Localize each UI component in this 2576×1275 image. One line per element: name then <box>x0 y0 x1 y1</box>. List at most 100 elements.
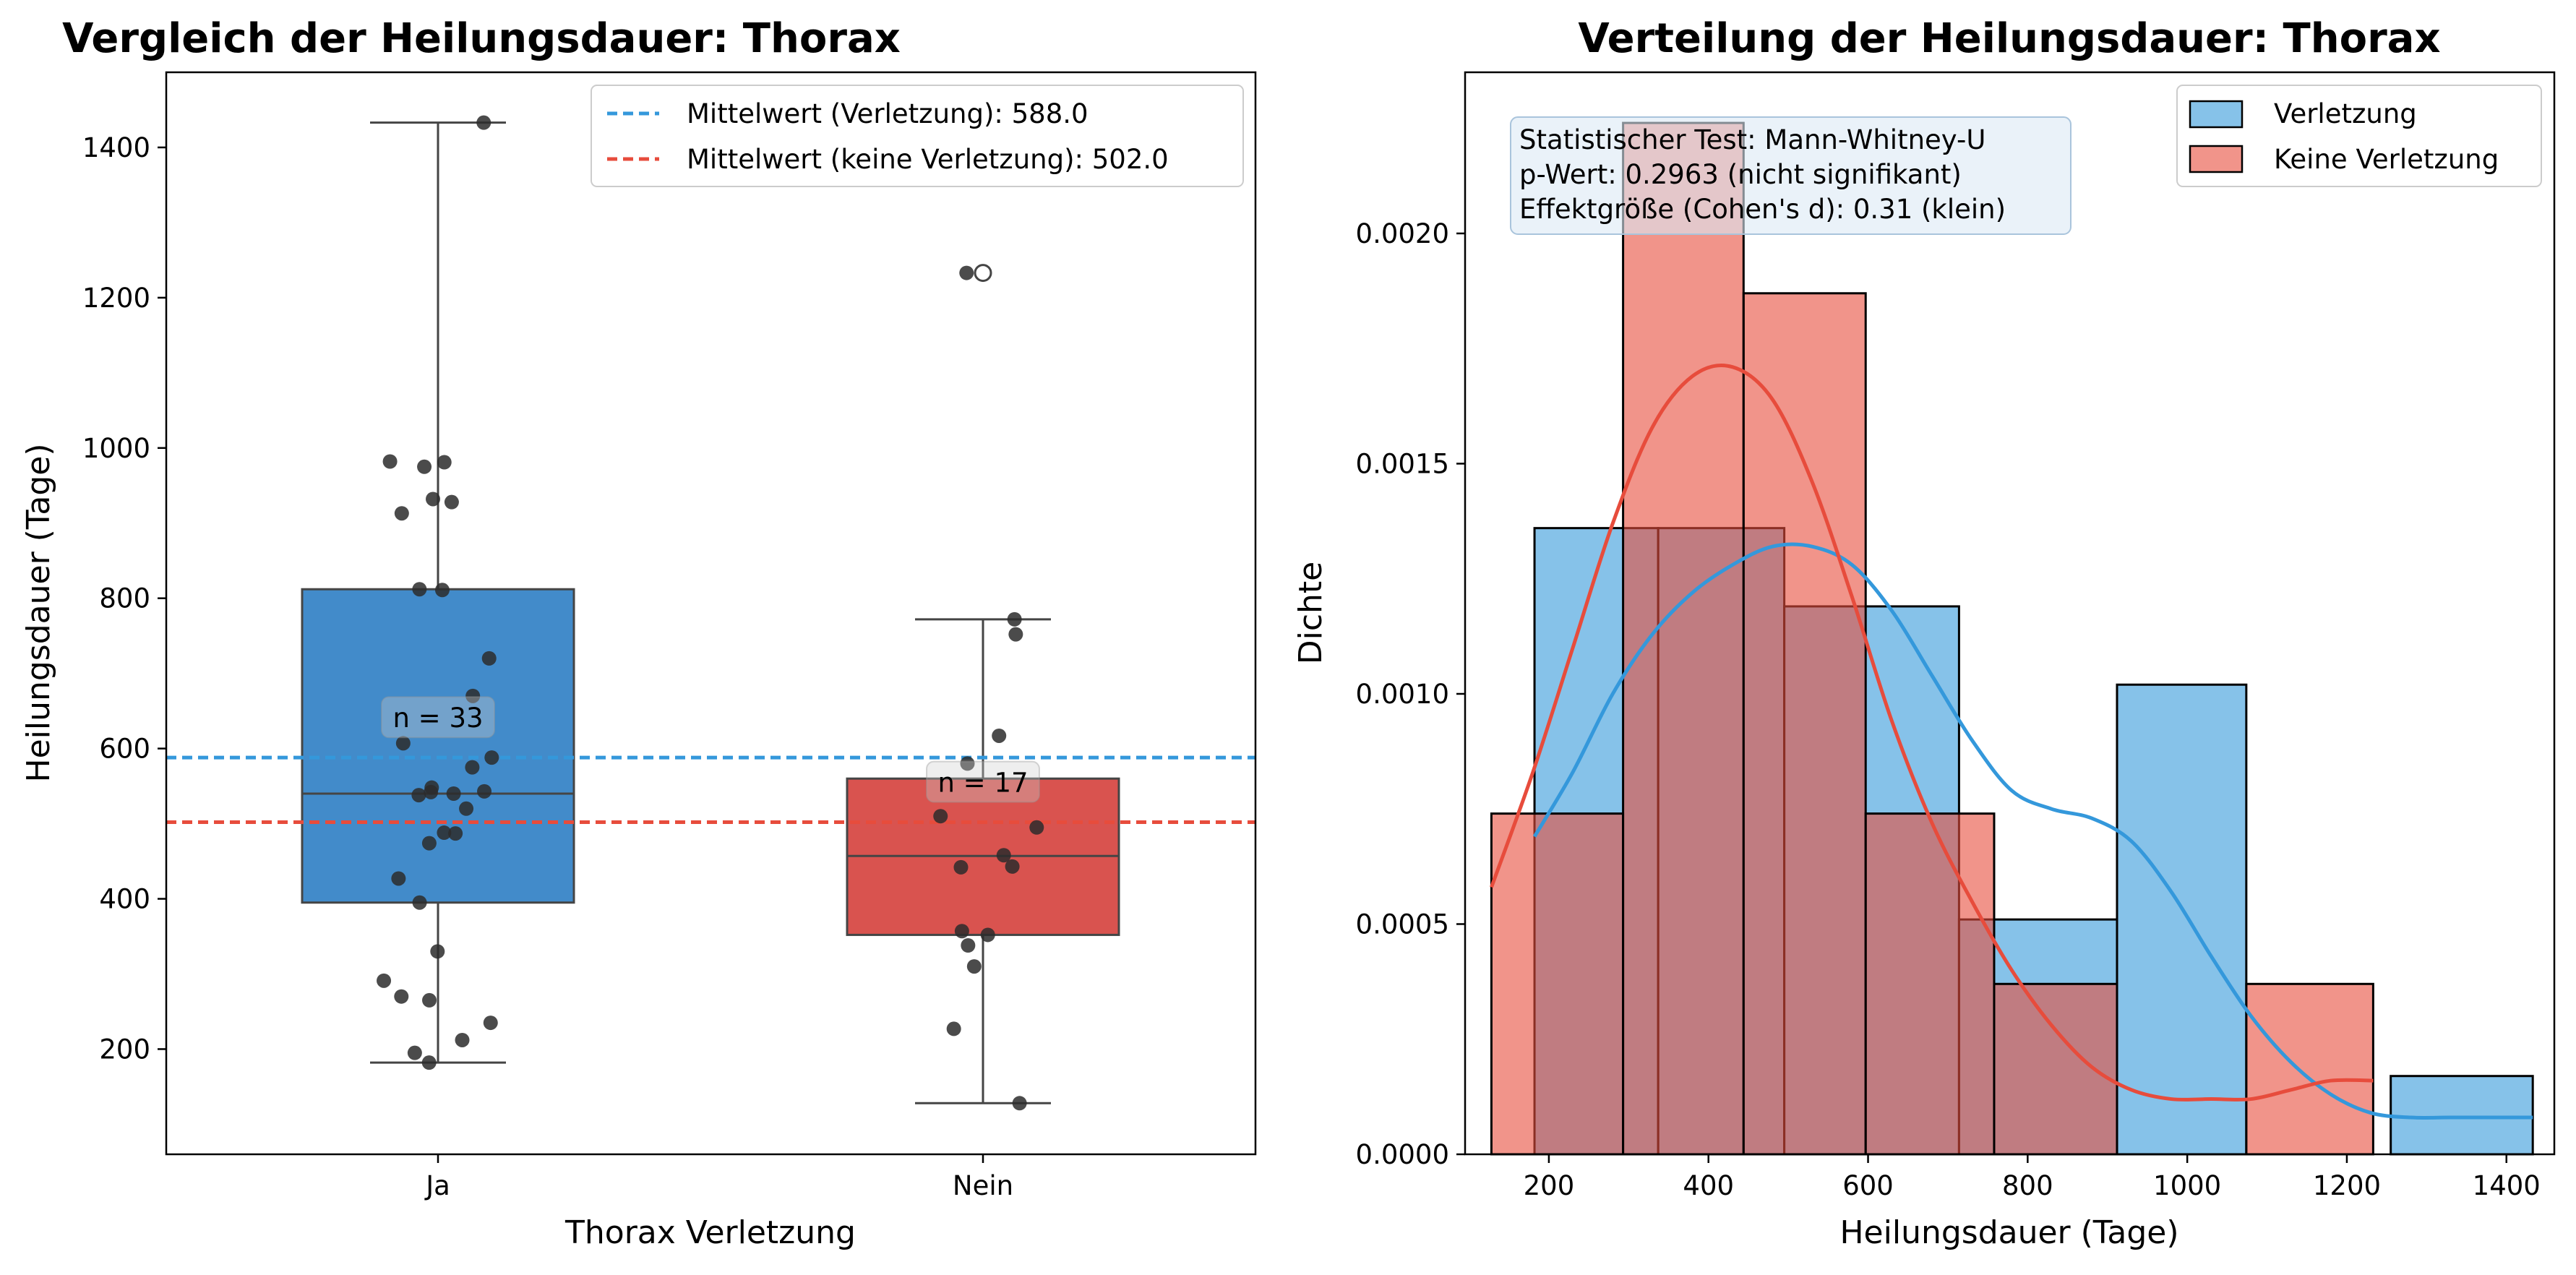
hist-bar <box>1742 292 1867 1156</box>
right-x-tick-label: 1000 <box>2153 1170 2221 1201</box>
left-y-tick-label: 1400 <box>82 132 150 163</box>
right-plot-frame <box>1464 71 2556 1156</box>
data-point <box>954 924 969 939</box>
data-point <box>481 651 497 666</box>
left-x-axis-label: Thorax Verletzung <box>564 1214 856 1251</box>
data-point <box>437 825 452 841</box>
right-x-tick-label: 400 <box>1683 1170 1734 1201</box>
data-point <box>1012 1096 1027 1111</box>
data-point <box>391 871 406 886</box>
hist-bar <box>2390 1075 2534 1156</box>
data-point <box>966 959 982 974</box>
legend-mean-verletzung: Mittelwert (Verletzung): 588.0 <box>687 98 1089 129</box>
data-point <box>946 1021 961 1036</box>
n-label: n = 17 <box>937 768 1028 799</box>
data-point <box>395 736 411 751</box>
histogram-panel: Verteilung der Heilungsdauer: Thorax 0.0… <box>1292 15 2556 1251</box>
left-y-tick-label: 1000 <box>82 433 150 464</box>
right-x-tick-label: 1200 <box>2313 1170 2381 1201</box>
right-x-tick-label: 800 <box>2002 1170 2053 1201</box>
data-point <box>455 1032 470 1047</box>
data-point <box>980 927 995 943</box>
data-point <box>444 494 459 510</box>
hist-bar <box>1490 812 1625 1156</box>
data-point <box>377 973 392 988</box>
data-point <box>961 937 976 953</box>
annotation-effect-size: Effektgröße (Cohen's d): 0.31 (klein) <box>1519 194 2006 225</box>
left-y-tick-label: 200 <box>99 1034 150 1065</box>
data-point <box>465 688 481 703</box>
legend-mean-keine-verletzung: Mittelwert (keine Verletzung): 502.0 <box>687 144 1169 175</box>
hist-bar <box>1864 812 1996 1156</box>
data-point <box>412 582 427 597</box>
right-y-axis-label: Dichte <box>1292 562 1329 665</box>
data-point <box>426 491 441 507</box>
right-x-axis-label: Heilungsdauer (Tage) <box>1839 1214 2178 1251</box>
right-legend: Verletzung Keine Verletzung <box>2176 85 2542 187</box>
data-point <box>476 115 491 130</box>
data-point <box>437 455 452 470</box>
data-point <box>412 895 427 910</box>
left-title: Vergleich der Heilungsdauer: Thorax <box>62 15 901 62</box>
data-point <box>1029 820 1044 835</box>
data-point <box>959 265 974 280</box>
right-x-tick-label: 1400 <box>2473 1170 2541 1201</box>
left-plot-frame <box>165 71 1257 1156</box>
left-legend: Mittelwert (Verletzung): 588.0 Mittelwer… <box>591 85 1244 187</box>
data-point <box>407 1045 422 1060</box>
boxplot-panel: Vergleich der Heilungsdauer: Thorax n = … <box>20 15 1257 1251</box>
data-point <box>434 583 450 598</box>
data-point <box>421 836 437 851</box>
right-y-tick-label: 0.0010 <box>1356 679 1449 710</box>
data-point <box>446 786 461 801</box>
legend-swatch-keine-verletzung <box>2189 145 2244 173</box>
data-point <box>448 826 463 841</box>
left-y-tick-label: 600 <box>99 734 150 765</box>
data-point <box>953 859 969 875</box>
right-x-tick-label: 600 <box>1842 1170 1894 1201</box>
left-y-axis-label: Heilungsdauer (Tage) <box>20 443 57 782</box>
data-point <box>1007 611 1022 627</box>
right-title: Verteilung der Heilungsdauer: Thorax <box>1578 15 2440 62</box>
right-x-tick-label: 200 <box>1524 1170 1575 1201</box>
box-nein <box>846 264 1120 1104</box>
data-point <box>417 459 432 474</box>
hist-bar <box>1622 121 1745 1156</box>
data-point <box>483 1016 498 1031</box>
data-point <box>933 809 948 824</box>
kde-curve-keine-verletzung <box>1490 364 2374 1102</box>
left-x-tick-label: Nein <box>953 1170 1013 1201</box>
hist-series-keine-verletzung <box>1490 121 2374 1156</box>
n-label-box <box>381 696 495 739</box>
data-point <box>459 801 474 816</box>
data-point <box>1008 627 1023 642</box>
iqr-box <box>301 588 575 904</box>
data-point <box>960 756 975 771</box>
data-point <box>421 1055 437 1070</box>
data-point <box>465 760 480 775</box>
data-point <box>424 784 439 799</box>
left-y-tick-label: 800 <box>99 583 150 614</box>
right-y-tick-label: 0.0020 <box>1356 218 1449 249</box>
right-y-tick-label: 0.0015 <box>1356 448 1449 479</box>
left-y-tick-label: 1200 <box>82 283 150 314</box>
data-point <box>430 944 445 959</box>
annotation-p-value: p-Wert: 0.2963 (nicht signifikant) <box>1519 159 1962 190</box>
right-y-tick-label: 0.0000 <box>1356 1139 1449 1170</box>
data-point <box>996 848 1011 863</box>
data-point <box>394 506 409 521</box>
data-point <box>411 788 426 803</box>
left-x-tick-label: Ja <box>424 1170 450 1201</box>
data-point <box>1005 859 1020 874</box>
n-label-box <box>926 760 1040 803</box>
hist-bar <box>1993 982 2118 1156</box>
outlier-marker <box>974 264 992 283</box>
n-label: n = 33 <box>392 703 483 734</box>
legend-verletzung: Verletzung <box>2274 98 2417 129</box>
data-point <box>484 750 499 765</box>
left-y-tick-label: 400 <box>99 884 150 915</box>
hist-bar <box>2245 982 2374 1156</box>
right-y-tick-label: 0.0005 <box>1356 909 1449 940</box>
data-point <box>382 454 398 469</box>
